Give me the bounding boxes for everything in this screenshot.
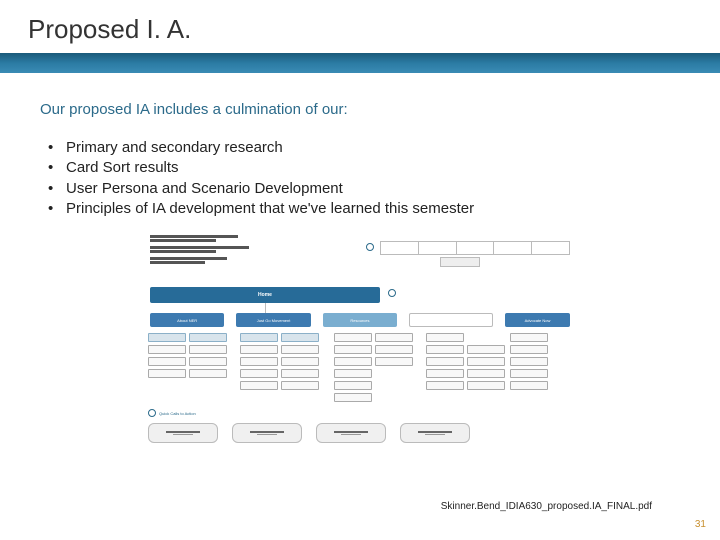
tree-node	[426, 357, 464, 366]
tree-node	[240, 333, 278, 342]
tree-node	[281, 381, 319, 390]
tree-node	[240, 345, 278, 354]
annotation-circle-icon	[366, 243, 374, 251]
home-band: Home	[150, 287, 380, 303]
tree-node	[189, 357, 227, 366]
intro-text: Our proposed IA includes a culmination o…	[40, 101, 680, 118]
tree-node	[510, 333, 548, 342]
title-bar: Proposed I. A.	[0, 0, 720, 53]
strip-cell	[494, 242, 532, 254]
tree-node	[148, 357, 186, 366]
tree-node	[334, 345, 372, 354]
diagram-header-block	[150, 235, 260, 265]
category-band: Just Go Movement	[236, 313, 310, 327]
tree-node	[240, 381, 278, 390]
children-column	[510, 333, 548, 390]
strip-cell	[419, 242, 457, 254]
children-column	[426, 333, 505, 390]
tree-node	[375, 333, 413, 342]
tree-node	[467, 345, 505, 354]
children-column	[240, 333, 319, 390]
tree-node	[467, 357, 505, 366]
tree-node	[189, 333, 227, 342]
cta-button	[316, 423, 386, 443]
cta-button-row	[148, 423, 470, 443]
ia-diagram-container: Home About NER Just Go Movement Resource…	[140, 233, 580, 473]
bullet-item: Primary and secondary research	[44, 138, 680, 158]
tree-node	[334, 333, 372, 342]
tree-node	[426, 345, 464, 354]
tree-node	[467, 381, 505, 390]
tree-node	[281, 369, 319, 378]
tree-node	[510, 345, 548, 354]
tree-node	[510, 369, 548, 378]
cta-label-text: Quick Calls to Action	[159, 411, 196, 416]
category-band: Advocate Now	[505, 313, 570, 327]
category-band: Resources	[323, 313, 397, 327]
cta-section-label: Quick Calls to Action	[148, 409, 196, 417]
page-number: 31	[695, 519, 706, 530]
category-band	[409, 313, 493, 327]
connector-line	[265, 303, 266, 313]
tree-node	[148, 333, 186, 342]
title-separator	[0, 53, 720, 73]
tree-node	[281, 357, 319, 366]
tree-node	[467, 369, 505, 378]
tree-node	[148, 345, 186, 354]
bullet-item: User Persona and Scenario Development	[44, 179, 680, 199]
tree-node	[334, 357, 372, 366]
tree-node	[148, 369, 186, 378]
tree-node	[334, 393, 372, 402]
tree-node	[375, 345, 413, 354]
tree-node	[510, 381, 548, 390]
cta-button	[400, 423, 470, 443]
tree-node	[426, 369, 464, 378]
tree-node	[375, 357, 413, 366]
tree-node	[426, 333, 464, 342]
tree-node	[281, 333, 319, 342]
ia-diagram: Home About NER Just Go Movement Resource…	[140, 233, 580, 473]
tree-node	[189, 369, 227, 378]
slide-title: Proposed I. A.	[28, 14, 720, 45]
tree-node	[240, 357, 278, 366]
tree-node	[510, 357, 548, 366]
tree-node	[189, 345, 227, 354]
tree-node	[426, 381, 464, 390]
strip-cell	[532, 242, 569, 254]
category-row: About NER Just Go Movement Resources Adv…	[150, 313, 570, 327]
tree-node	[334, 369, 372, 378]
tree-node	[281, 345, 319, 354]
category-band: About NER	[150, 313, 224, 327]
bullet-list: Primary and secondary research Card Sort…	[40, 138, 680, 219]
annotation-circle-icon	[388, 289, 396, 297]
cta-button	[148, 423, 218, 443]
tree-node	[240, 369, 278, 378]
strip-cell	[381, 242, 419, 254]
strip-cell	[457, 242, 495, 254]
bullet-item: Card Sort results	[44, 158, 680, 178]
top-nav-strip	[380, 241, 570, 255]
bullet-item: Principles of IA development that we've …	[44, 199, 680, 219]
children-column	[148, 333, 227, 378]
children-column	[334, 333, 413, 402]
cta-button	[232, 423, 302, 443]
file-caption: Skinner.Bend_IDIA630_proposed.IA_FINAL.p…	[441, 501, 652, 512]
tree-node	[334, 381, 372, 390]
content-area: Our proposed IA includes a culmination o…	[0, 73, 720, 473]
strip-dropdown	[440, 257, 480, 267]
annotation-circle-icon	[148, 409, 156, 417]
